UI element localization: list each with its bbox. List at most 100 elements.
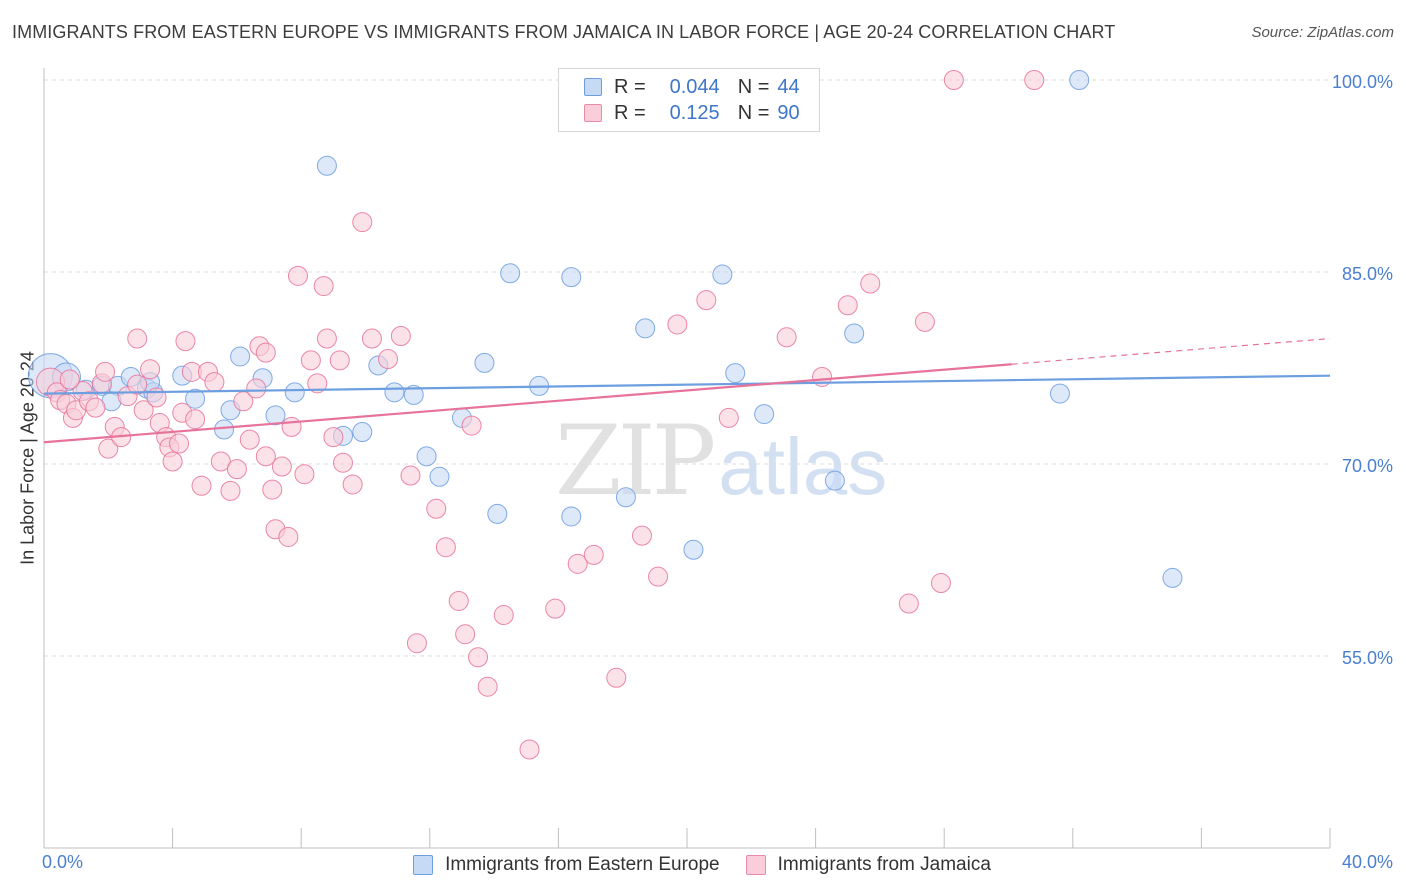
data-point bbox=[239, 429, 260, 450]
data-point bbox=[545, 598, 566, 619]
y-tick-label: 85.0% bbox=[1342, 264, 1393, 284]
data-point bbox=[85, 397, 106, 418]
data-point bbox=[461, 415, 482, 436]
data-point bbox=[468, 647, 489, 668]
y-tick-label: 100.0% bbox=[1332, 72, 1393, 92]
data-point bbox=[162, 451, 183, 472]
data-point bbox=[860, 273, 881, 294]
x-tick-label-min: 0.0% bbox=[42, 852, 84, 872]
data-point bbox=[226, 459, 247, 480]
data-point bbox=[390, 326, 411, 346]
data-point bbox=[307, 373, 328, 394]
data-point bbox=[776, 327, 797, 348]
y-tick-label: 70.0% bbox=[1342, 456, 1393, 476]
data-point bbox=[255, 342, 276, 363]
stats-row-jamaica: R = 0.125 N = 90 bbox=[559, 100, 800, 126]
data-point bbox=[606, 667, 627, 688]
data-point bbox=[332, 452, 353, 473]
data-point bbox=[140, 359, 161, 380]
data-point bbox=[384, 382, 405, 403]
legend-swatch-jamaica bbox=[745, 855, 766, 875]
axes bbox=[43, 68, 1331, 849]
data-point bbox=[133, 400, 154, 421]
data-point bbox=[230, 346, 251, 367]
r-label: R = bbox=[614, 75, 646, 98]
data-point bbox=[271, 456, 292, 477]
data-point bbox=[146, 387, 167, 408]
data-point bbox=[561, 506, 582, 527]
chart-title: IMMIGRANTS FROM EASTERN EUROPE VS IMMIGR… bbox=[12, 22, 1116, 42]
data-point bbox=[316, 155, 337, 176]
y-tick-label: 55.0% bbox=[1342, 648, 1393, 668]
data-point bbox=[943, 70, 964, 90]
data-point bbox=[300, 350, 321, 371]
stats-swatch-eastern-europe bbox=[584, 78, 602, 96]
data-point bbox=[255, 446, 276, 467]
r-value: 0.125 bbox=[669, 101, 720, 124]
n-value: 90 bbox=[777, 101, 800, 124]
data-point bbox=[284, 382, 305, 403]
data-point bbox=[95, 361, 116, 382]
data-point bbox=[448, 590, 469, 611]
data-point bbox=[98, 438, 119, 459]
data-point bbox=[477, 676, 498, 697]
data-point bbox=[667, 314, 688, 335]
legend-item-jamaica[interactable]: Immigrants from Jamaica bbox=[745, 854, 991, 876]
data-point bbox=[316, 328, 337, 349]
data-point bbox=[416, 446, 437, 467]
data-point bbox=[406, 633, 427, 654]
data-point bbox=[725, 363, 746, 384]
r-value: 0.044 bbox=[669, 75, 720, 98]
r-label: R = bbox=[614, 101, 646, 124]
data-point bbox=[1024, 70, 1045, 90]
n-label: N = bbox=[737, 101, 770, 124]
legend-swatch-eastern-europe bbox=[413, 855, 434, 875]
data-point bbox=[712, 264, 733, 285]
data-point bbox=[278, 526, 299, 547]
data-point bbox=[246, 378, 267, 399]
trend-line-jamaica bbox=[43, 363, 1012, 444]
data-point bbox=[329, 350, 350, 371]
legend-label-jamaica: Immigrants from Jamaica bbox=[777, 854, 991, 875]
x-tick-label-max: 40.0% bbox=[1341, 852, 1393, 872]
data-point bbox=[696, 290, 717, 311]
data-point bbox=[361, 328, 382, 349]
chart-source: Source: ZipAtlas.com bbox=[1251, 24, 1394, 41]
data-point bbox=[214, 419, 235, 440]
data-point bbox=[824, 470, 845, 491]
data-point bbox=[323, 427, 344, 448]
data-point bbox=[191, 475, 212, 496]
series-layer bbox=[27, 70, 1183, 760]
data-point bbox=[378, 349, 399, 370]
y-tick-labels: 55.0% 70.0% 85.0% 100.0% bbox=[1332, 72, 1393, 668]
data-point bbox=[435, 537, 456, 558]
data-point bbox=[583, 544, 604, 565]
data-point bbox=[400, 465, 421, 486]
data-point bbox=[185, 388, 206, 409]
series-jamaica bbox=[35, 70, 1045, 760]
data-point bbox=[683, 539, 704, 560]
data-point bbox=[500, 263, 521, 284]
data-point bbox=[648, 566, 669, 587]
n-label: N = bbox=[737, 75, 770, 98]
data-point bbox=[265, 405, 286, 426]
grid bbox=[44, 79, 1330, 657]
data-point bbox=[426, 498, 447, 519]
data-point bbox=[175, 331, 196, 352]
data-point bbox=[294, 464, 315, 485]
data-point bbox=[313, 276, 334, 297]
data-point bbox=[837, 295, 858, 316]
n-value: 44 bbox=[777, 75, 800, 98]
data-point bbox=[635, 318, 656, 339]
data-point bbox=[493, 605, 514, 626]
data-point bbox=[342, 474, 363, 495]
legend-item-eastern-europe[interactable]: Immigrants from Eastern Europe bbox=[413, 854, 720, 876]
data-point bbox=[754, 404, 775, 425]
data-point bbox=[567, 553, 588, 574]
data-point bbox=[455, 624, 476, 645]
trend-line-eastern-europe bbox=[43, 374, 1331, 395]
stats-swatch-jamaica bbox=[584, 104, 602, 122]
legend: Immigrants from Eastern Europe Immigrant… bbox=[0, 851, 1406, 879]
data-point bbox=[220, 480, 241, 501]
data-point bbox=[59, 369, 80, 390]
